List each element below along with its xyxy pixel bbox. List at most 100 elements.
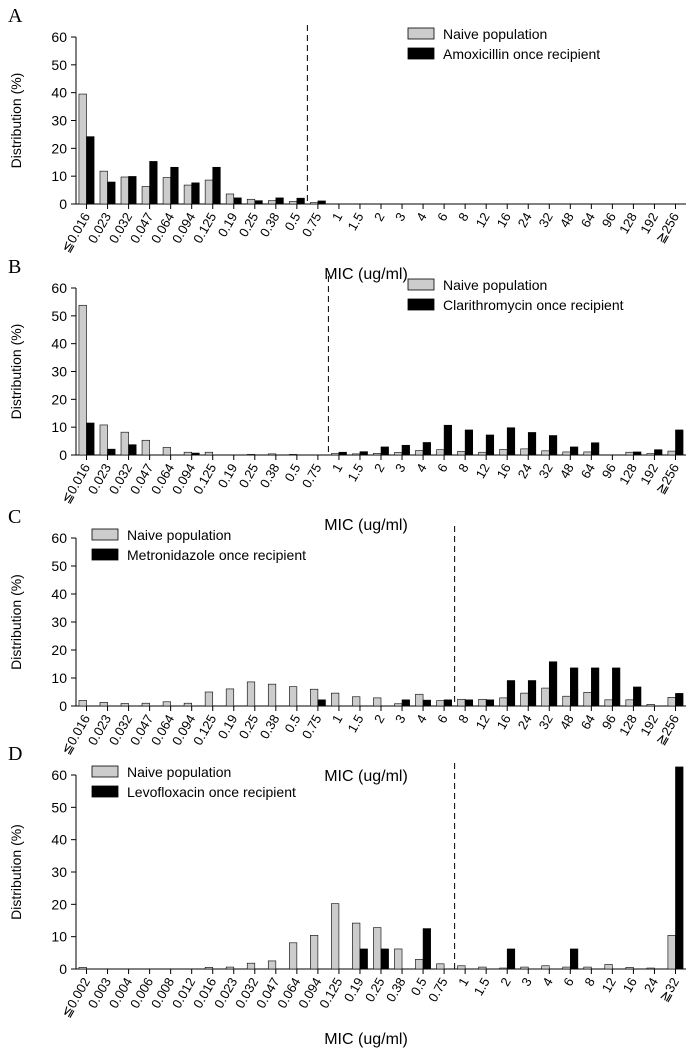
x-tick-label: 0.38 <box>257 712 283 741</box>
legend-label-recipient: Clarithromycin once recipient <box>443 297 624 313</box>
bar-recipient <box>570 948 579 970</box>
bar-naive <box>373 697 382 707</box>
bar-naive <box>541 450 550 456</box>
y-tick-label: 10 <box>51 168 67 184</box>
x-tick-label: 24 <box>515 712 535 732</box>
y-tick-label: 0 <box>59 447 67 463</box>
x-tick-label: 0.19 <box>215 210 241 239</box>
bar-recipient <box>296 197 305 205</box>
legend-swatch-naive <box>407 27 435 40</box>
bar-recipient <box>86 136 95 205</box>
bar-naive <box>562 451 571 456</box>
bar-naive <box>162 177 171 205</box>
bar-recipient <box>612 667 621 707</box>
x-tick-label: 0.25 <box>362 975 388 1004</box>
bar-naive <box>141 186 150 205</box>
bar-naive <box>78 700 87 707</box>
x-tick-label: 4 <box>539 975 556 989</box>
legend-swatch-recipient <box>91 548 119 561</box>
x-tick-label: 6 <box>560 975 577 989</box>
bar-naive <box>604 964 613 970</box>
x-tick-label: 2 <box>371 461 388 475</box>
x-tick-label: 64 <box>578 461 598 481</box>
y-tick-label: 50 <box>51 799 67 815</box>
legend-swatch-naive <box>407 278 435 291</box>
panel-letter: B <box>8 256 21 278</box>
x-tick-label: 16 <box>494 712 514 732</box>
x-tick-label: 32 <box>536 712 556 732</box>
x-tick-label: 8 <box>455 461 472 475</box>
bar-naive <box>478 698 487 707</box>
x-tick-label: 0.38 <box>383 975 409 1004</box>
bar-naive <box>436 700 445 707</box>
x-tick-label: 0.25 <box>236 210 262 239</box>
bar-naive <box>499 449 508 456</box>
bar-naive <box>646 453 655 456</box>
bar-naive <box>457 451 466 456</box>
bar-naive <box>667 450 676 456</box>
y-tick-label: 10 <box>51 929 67 945</box>
bar-recipient <box>275 197 284 205</box>
bar-recipient <box>149 161 158 205</box>
bar-naive <box>520 966 529 970</box>
y-tick-label: 60 <box>51 29 67 45</box>
bar-recipient <box>548 661 558 707</box>
x-tick-label: 16 <box>620 975 640 995</box>
bar-naive <box>310 935 319 970</box>
x-tick-label: 4 <box>413 210 430 224</box>
x-tick-label: 24 <box>515 210 535 230</box>
bar-recipient <box>212 166 221 205</box>
bar-naive <box>331 692 340 707</box>
bar-recipient <box>359 948 368 970</box>
bar-naive <box>436 449 445 456</box>
legend-label-naive: Naive population <box>443 26 547 42</box>
x-tick-label: 12 <box>473 712 493 732</box>
bar-naive <box>583 451 592 456</box>
x-tick-label: 3 <box>392 461 409 475</box>
bar-recipient <box>422 928 431 970</box>
bar-recipient <box>570 446 579 456</box>
bar-recipient <box>654 449 663 456</box>
bar-naive <box>288 942 298 970</box>
x-axis-label: MIC (ug/ml) <box>324 1031 408 1048</box>
bar-recipient <box>506 427 516 456</box>
x-tick-label: 0.19 <box>215 712 241 741</box>
x-tick-label: 0.25 <box>236 461 262 490</box>
x-tick-label: 1 <box>329 461 346 475</box>
bar-naive <box>225 688 235 707</box>
bar-naive <box>162 701 171 707</box>
bar-recipient <box>401 699 410 707</box>
legend-swatch-recipient <box>407 47 435 60</box>
bar-naive <box>373 927 382 970</box>
x-tick-label: 0.25 <box>236 712 262 741</box>
bar-naive <box>625 451 634 456</box>
legend-label-naive: Naive population <box>127 527 231 543</box>
bar-naive <box>415 958 424 970</box>
y-tick-label: 10 <box>51 419 67 435</box>
bar-recipient <box>591 667 600 707</box>
y-axis-label: Distribution (%) <box>8 73 24 169</box>
bar-naive <box>667 697 676 707</box>
bar-naive <box>225 193 235 205</box>
bar-naive <box>457 965 466 970</box>
bar-naive <box>246 454 256 456</box>
bar-naive <box>331 453 340 456</box>
x-tick-label: 1.5 <box>345 210 367 233</box>
x-tick-label: 0.38 <box>257 210 283 239</box>
bar-naive <box>520 448 529 456</box>
legend-label-naive: Naive population <box>443 277 547 293</box>
x-tick-label: 0.75 <box>299 461 325 490</box>
y-tick-label: 10 <box>51 670 67 686</box>
bar-naive <box>204 691 214 707</box>
bar-recipient <box>443 424 452 456</box>
bar-recipient <box>570 667 579 707</box>
x-tick-label: 0.19 <box>341 975 367 1004</box>
bar-naive <box>478 966 487 970</box>
x-tick-label: 128 <box>616 461 640 487</box>
x-tick-label: 1.5 <box>471 975 493 998</box>
panel-letter: C <box>8 506 21 528</box>
legend-label-recipient: Levofloxacin once recipient <box>127 784 296 800</box>
bar-naive <box>183 451 192 456</box>
bar-recipient <box>107 181 116 205</box>
